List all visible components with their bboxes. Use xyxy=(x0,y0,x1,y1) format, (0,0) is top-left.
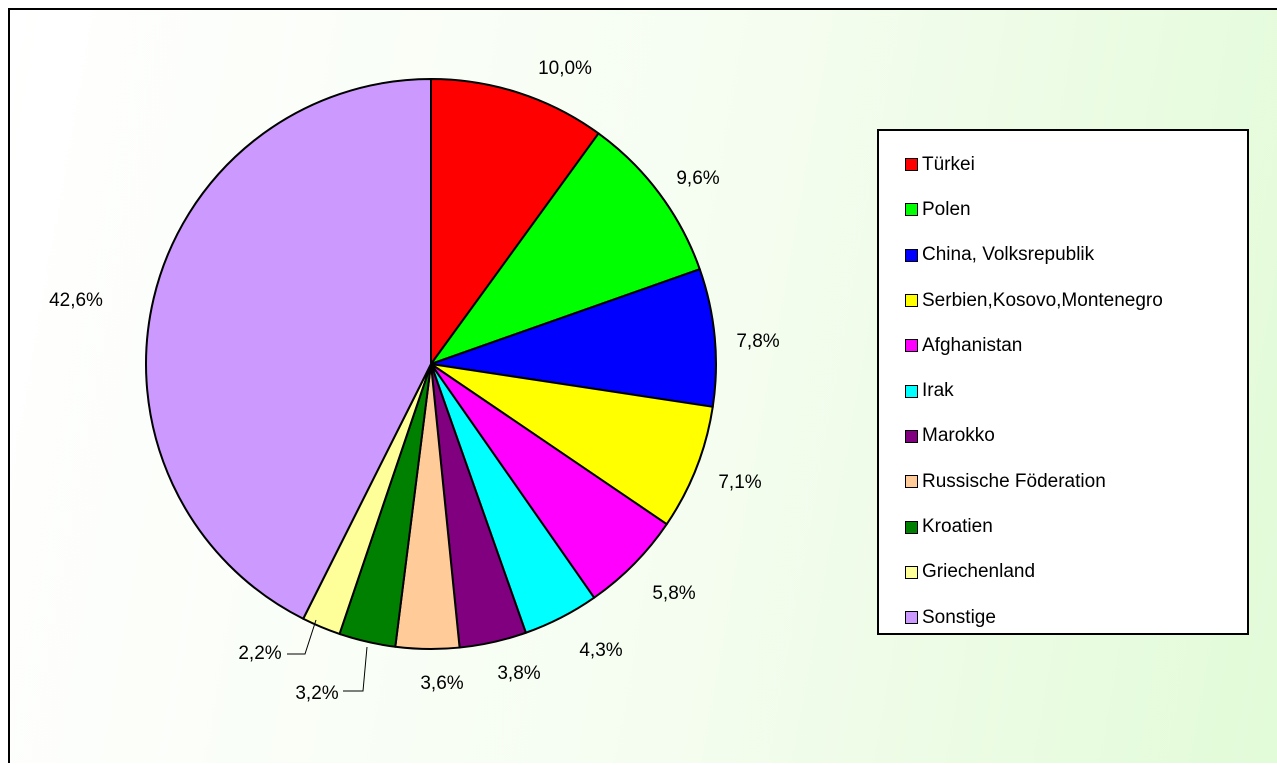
legend-item: Serbien,Kosovo,Montenegro xyxy=(905,278,1247,323)
legend-label: Türkei xyxy=(922,153,975,175)
legend-label: Griechenland xyxy=(922,561,1036,583)
legend-swatch xyxy=(905,565,918,579)
legend: Türkei Polen China, Volksrepublik Serbien,K… xyxy=(877,129,1249,635)
legend-swatch xyxy=(905,158,918,172)
legend-label: Russische Föderation xyxy=(922,470,1106,492)
legend-item: Marokko xyxy=(905,414,1247,459)
legend-label: Afghanistan xyxy=(922,334,1023,356)
legend-swatch xyxy=(905,520,918,534)
data-label-8: 3,6% xyxy=(420,673,463,694)
data-label-7: 3,8% xyxy=(497,663,540,684)
legend-item: Sonstige xyxy=(905,595,1247,640)
data-label-5: 5,8% xyxy=(652,583,695,604)
pie-slice-1 xyxy=(430,78,600,365)
legend-label: China, Volksrepublik xyxy=(922,244,1095,266)
legend-swatch xyxy=(905,384,918,398)
legend-swatch xyxy=(905,611,918,625)
legend-label: Serbien,Kosovo,Montenegro xyxy=(922,289,1163,311)
legend-item: Russische Föderation xyxy=(905,459,1247,504)
data-label-1: 10,0% xyxy=(538,58,592,79)
pie-slice-3 xyxy=(430,268,717,408)
legend-item: Türkei xyxy=(905,142,1247,187)
data-label-2: 9,6% xyxy=(676,168,719,189)
data-label-6: 4,3% xyxy=(579,640,622,661)
data-label-11: 42,6% xyxy=(49,290,103,311)
legend-label: Polen xyxy=(922,198,971,220)
legend-label: Sonstige xyxy=(922,606,996,628)
legend-swatch xyxy=(905,339,918,353)
pie-slice-4 xyxy=(430,363,714,526)
legend-item: Kroatien xyxy=(905,504,1247,549)
legend-swatch xyxy=(905,248,918,262)
legend-swatch xyxy=(905,475,918,489)
data-label-3: 7,8% xyxy=(736,331,779,352)
legend-item: Irak xyxy=(905,368,1247,413)
legend-swatch xyxy=(905,203,918,217)
pie-chart: 10,0% 9,6% 7,8% 7,1% 5,8% 4,3% 3,8% 3,6% 3,2% 2,2… xyxy=(49,58,780,704)
legend-item: Griechenland xyxy=(905,550,1247,595)
legend-label: Kroatien xyxy=(922,516,993,538)
data-label-9: 3,2% xyxy=(295,683,338,704)
legend-swatch xyxy=(905,429,918,443)
legend-label: Marokko xyxy=(922,425,995,447)
pie-slice-11 xyxy=(145,78,432,620)
data-label-4: 7,1% xyxy=(718,472,761,493)
legend-item: Afghanistan xyxy=(905,323,1247,368)
legend-item: China, Volksrepublik xyxy=(905,233,1247,278)
legend-label: Irak xyxy=(922,380,954,402)
legend-item: Polen xyxy=(905,187,1247,232)
data-label-10: 2,2% xyxy=(238,643,281,664)
leader-line-10 xyxy=(287,619,317,655)
leader-line-9 xyxy=(343,646,368,692)
chart-area: 10,0% 9,6% 7,8% 7,1% 5,8% 4,3% 3,8% 3,6% 3,2% 2,2… xyxy=(8,8,1277,763)
legend-swatch xyxy=(905,294,918,308)
pie-slice-2 xyxy=(430,132,701,365)
